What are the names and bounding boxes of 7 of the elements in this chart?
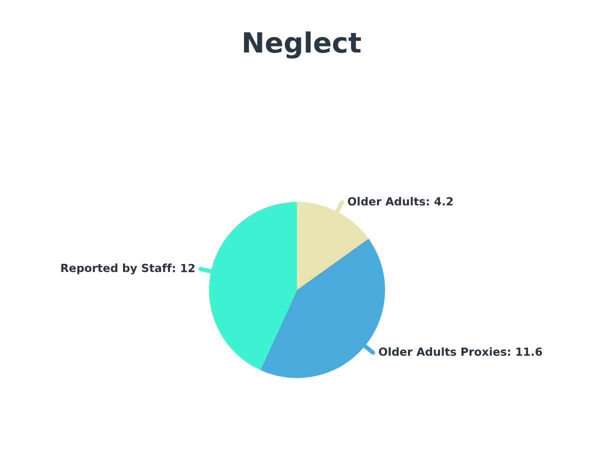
chart-title: Neglect (244, 31, 361, 59)
slice-label: Older Adults (348, 196, 426, 206)
data-label: : 11.6 (508, 348, 542, 356)
slice-label: Older Adults Proxies (378, 347, 506, 356)
slice-label: Reported by Staff (61, 264, 172, 274)
data-label: : 4.2 (426, 197, 453, 206)
data-label: : 12 (172, 264, 194, 272)
